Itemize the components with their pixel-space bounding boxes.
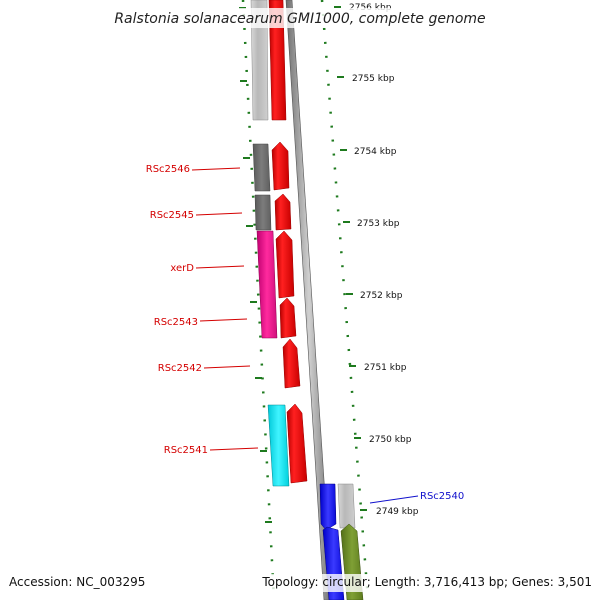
- scale-label-2752: 2752 kbp: [360, 291, 403, 301]
- title-backing: [112, 8, 488, 28]
- label-rsc2542[interactable]: RSc2542: [158, 363, 202, 374]
- leader-rsc2542: [203, 365, 251, 369]
- cog-block-magenta: [256, 230, 278, 339]
- cog-track: [250, 0, 364, 600]
- scale-label-2751: 2751 kbp: [364, 363, 407, 373]
- leader-rsc2546: [191, 167, 241, 171]
- gene-arrow-rsc2546: [271, 141, 290, 191]
- gene-arrow-rsc2543: [279, 297, 297, 339]
- gene-arrow-xerd: [275, 230, 295, 299]
- summary-text: Topology: circular; Length: 3,716,413 bp…: [261, 575, 592, 589]
- leader-rsc2545: [195, 212, 243, 216]
- accession-text: Accession: NC_003295: [9, 575, 145, 589]
- gene-arrow-top: [268, 0, 287, 121]
- gene-track: [268, 0, 308, 484]
- gene-arrow-rsc2542: [282, 338, 301, 389]
- leader-xerd: [195, 265, 245, 269]
- scale-label-2753: 2753 kbp: [357, 219, 400, 229]
- cog-block-gray-dark-1: [252, 143, 271, 192]
- footer-backing: [258, 574, 596, 592]
- label-rsc2545[interactable]: RSc2545: [150, 210, 194, 221]
- genome-backbone: [285, 0, 333, 600]
- label-rsc2541[interactable]: RSc2541: [164, 445, 208, 456]
- label-rsc2540[interactable]: RSc2540: [420, 491, 464, 502]
- label-xerd[interactable]: xerD: [170, 263, 194, 274]
- scale-label-2749: 2749 kbp: [376, 507, 419, 517]
- gene-labels: RSc2546 RSc2545 xerD RSc2543 RSc2542 RSc…: [146, 164, 464, 504]
- cog-block-cyan: [267, 404, 290, 487]
- cog-block-gray-light-2: [337, 483, 356, 529]
- cog-block-gray-dark-2: [254, 194, 272, 231]
- label-rsc2543[interactable]: RSc2543: [154, 317, 198, 328]
- map-title: Ralstonia solanacearum GMI1000, complete…: [114, 11, 485, 27]
- cog-block-gray-light: [250, 0, 269, 121]
- leader-rsc2543: [199, 318, 248, 322]
- leader-rsc2540: [369, 495, 419, 504]
- scale-label-2750: 2750 kbp: [369, 435, 412, 445]
- scale-label-2755: 2755 kbp: [352, 74, 395, 84]
- label-rsc2546[interactable]: RSc2546: [146, 164, 190, 175]
- cog-block-blue: [319, 483, 337, 531]
- gene-arrow-rsc2545: [274, 193, 292, 231]
- leader-rsc2541: [209, 447, 259, 451]
- gene-arrow-rsc2541: [286, 403, 308, 484]
- scale-label-2754: 2754 kbp: [354, 147, 397, 157]
